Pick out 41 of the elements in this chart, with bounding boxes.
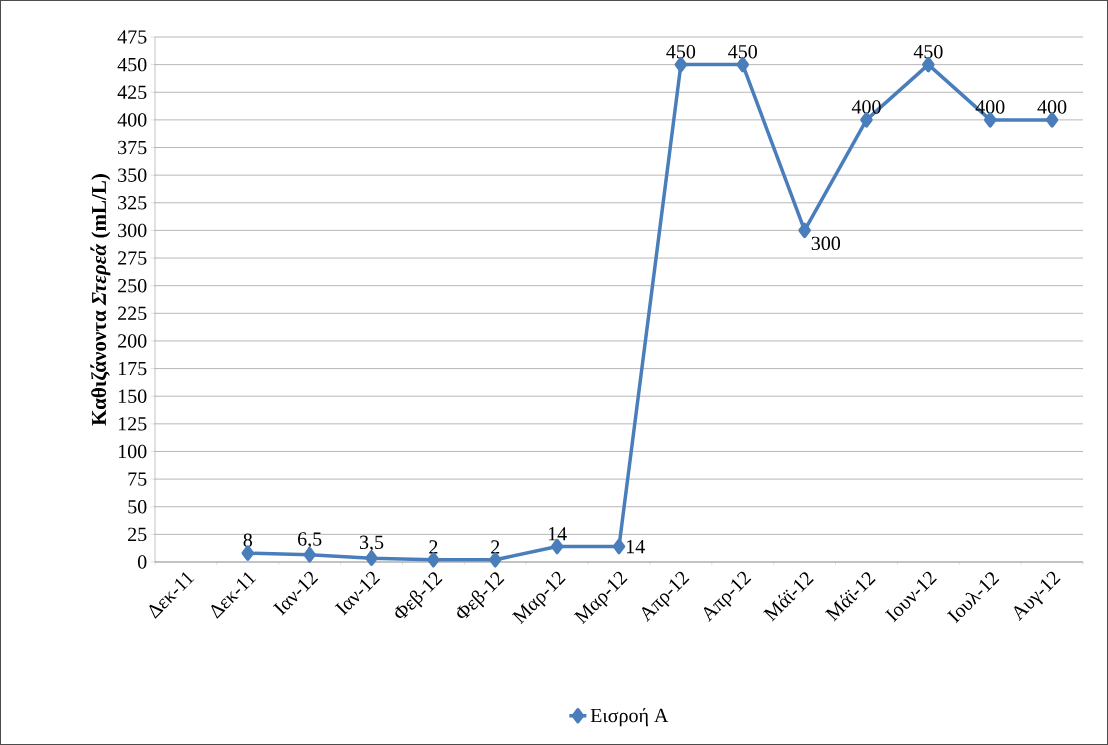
point	[612, 538, 626, 555]
y-tick-label: 300	[118, 223, 147, 238]
data-label: 8	[243, 533, 253, 547]
legend-label: Εισροή Α	[590, 707, 669, 727]
point	[489, 552, 502, 568]
y-tick-label: 275	[118, 251, 147, 265]
y-tick-label: 25	[128, 527, 147, 542]
y-tick-label: 475	[117, 30, 147, 44]
y-tick-label: 50	[128, 499, 147, 514]
data-label: 450	[728, 44, 757, 59]
y-tick-label: 225	[118, 306, 147, 321]
y-tick-label: 375	[118, 140, 147, 155]
y-tick-label: 450	[117, 57, 147, 72]
y-tick-label: 75	[128, 472, 147, 486]
data-label: 3,5	[359, 535, 384, 552]
data-label: 450	[666, 44, 696, 59]
data-label: 400	[851, 100, 881, 114]
data-label: 450	[913, 44, 943, 59]
data-label: 400	[1037, 100, 1067, 114]
data-label: 6,5	[298, 532, 322, 549]
y-tick-label: 0	[137, 555, 147, 569]
y-tick-label: 175	[118, 361, 147, 376]
y-tick-label: 400	[117, 113, 147, 127]
y-tick-label: 200	[118, 334, 147, 348]
y-tick-label: 250	[118, 278, 147, 293]
point	[303, 547, 316, 563]
data-label: 14	[548, 527, 567, 541]
y-tick-label: 150	[118, 389, 147, 403]
point	[427, 552, 440, 568]
y-axis-title: Καθιζάνοντα Στερεά (mL/L)	[90, 174, 111, 426]
point	[241, 545, 255, 561]
point	[798, 222, 811, 239]
y-tick-label: 350	[118, 168, 147, 182]
data-label: 14	[626, 539, 645, 554]
y-tick-label: 325	[118, 196, 147, 210]
data-label: 300	[811, 236, 841, 251]
y-tick-label: 125	[118, 417, 147, 431]
y-tick-label: 100	[118, 444, 147, 459]
data-label: 400	[975, 100, 1005, 114]
y-tick-label: 425	[117, 85, 147, 99]
point	[365, 550, 378, 566]
